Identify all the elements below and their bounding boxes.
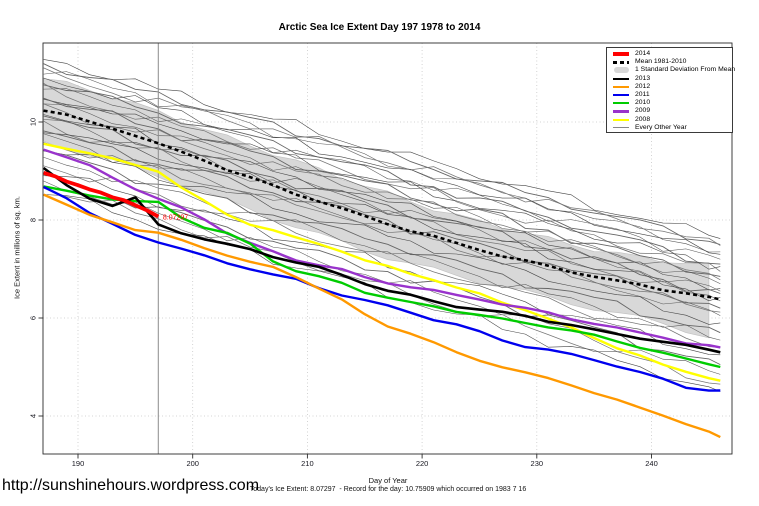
extent-annotation: 8.07297 bbox=[163, 215, 188, 222]
series-2014 bbox=[43, 170, 160, 219]
legend-label: 2008 bbox=[635, 115, 651, 123]
legend-swatch-icon bbox=[611, 52, 631, 56]
svg-text:190: 190 bbox=[72, 459, 85, 468]
legend-item-1-standard-deviation-from-mean: 1 Standard Deviation From Mean bbox=[607, 66, 736, 74]
chart-title: Arctic Sea Ice Extent Day 197 1978 to 20… bbox=[278, 22, 481, 33]
mean-line bbox=[43, 109, 721, 301]
x-axis: 190 200 210 220 230 240 bbox=[72, 454, 658, 468]
svg-text:200: 200 bbox=[186, 459, 199, 468]
legend-label: 1 Standard Deviation From Mean bbox=[635, 66, 736, 74]
svg-text:4: 4 bbox=[29, 414, 38, 418]
y-axis: 4 6 8 10 bbox=[29, 118, 43, 418]
series-2010 bbox=[43, 185, 721, 369]
legend-swatch-icon bbox=[611, 118, 631, 121]
series-2008 bbox=[43, 142, 721, 382]
svg-text:6: 6 bbox=[29, 316, 38, 320]
svg-text:10: 10 bbox=[29, 118, 38, 126]
legend-label: Every Other Year bbox=[635, 123, 687, 131]
svg-text:230: 230 bbox=[531, 459, 544, 468]
legend-item-2008: 2008 bbox=[607, 116, 732, 124]
legend-label: 2011 bbox=[635, 90, 650, 98]
legend-swatch-icon bbox=[611, 67, 631, 74]
legend-swatch-icon bbox=[611, 127, 631, 129]
legend-item-2010: 2010 bbox=[607, 99, 732, 107]
legend-item-2011: 2011 bbox=[607, 91, 732, 99]
legend-swatch-icon bbox=[611, 85, 631, 88]
svg-text:240: 240 bbox=[645, 459, 658, 468]
legend-swatch-icon bbox=[611, 102, 631, 105]
legend-box: 2014 Mean 1981-2010 1 Standard Deviation F… bbox=[606, 47, 736, 133]
footer-summary: Today's Ice Extent: 8.07297 - Record for… bbox=[249, 486, 527, 493]
legend-label: 2010 bbox=[635, 99, 651, 107]
legend-swatch-icon bbox=[611, 110, 631, 113]
std-dev-band bbox=[43, 78, 710, 339]
legend-item-mean-1981-2010: Mean 1981-2010 bbox=[607, 58, 732, 66]
line-swatch bbox=[613, 118, 629, 121]
series-2013 bbox=[42, 166, 721, 354]
legend-swatch-icon bbox=[611, 61, 631, 64]
series-2009 bbox=[43, 148, 721, 349]
legend-label: 2009 bbox=[635, 107, 651, 115]
legend-label: 2013 bbox=[635, 74, 651, 82]
y-axis-label: Ice Extent in millions of sq. km. bbox=[12, 196, 22, 299]
legend-item-2014: 2014 bbox=[607, 50, 732, 58]
svg-text:220: 220 bbox=[416, 459, 429, 468]
line-swatch bbox=[613, 77, 629, 80]
series-2011 bbox=[43, 185, 721, 392]
plot-border bbox=[42, 42, 733, 455]
line-swatch bbox=[613, 52, 629, 56]
line-swatch bbox=[613, 61, 629, 64]
legend-label: 2012 bbox=[635, 82, 651, 90]
legend-label: 2014 bbox=[635, 50, 651, 57]
line-swatch bbox=[613, 110, 629, 113]
svg-text:8: 8 bbox=[29, 218, 38, 222]
legend-item-2009: 2009 bbox=[607, 107, 732, 115]
line-swatch bbox=[613, 93, 629, 97]
line-swatch bbox=[613, 127, 629, 129]
legend-item-2013: 2013 bbox=[607, 75, 732, 83]
legend-swatch-icon bbox=[611, 93, 631, 97]
legend-item-every-other-year: Every Other Year bbox=[607, 124, 732, 132]
line-swatch bbox=[613, 85, 629, 88]
svg-text:210: 210 bbox=[301, 459, 314, 468]
series-2012 bbox=[43, 193, 721, 439]
legend-item-2012: 2012 bbox=[607, 83, 732, 91]
footer-url: http://sunshinehours.wordpress.com bbox=[2, 477, 260, 494]
band-swatch bbox=[613, 67, 629, 74]
legend-swatch-icon bbox=[611, 77, 631, 80]
x-axis-label: Day of Year bbox=[368, 476, 408, 485]
legend-label: Mean 1981-2010 bbox=[635, 58, 687, 66]
line-swatch bbox=[613, 102, 629, 105]
